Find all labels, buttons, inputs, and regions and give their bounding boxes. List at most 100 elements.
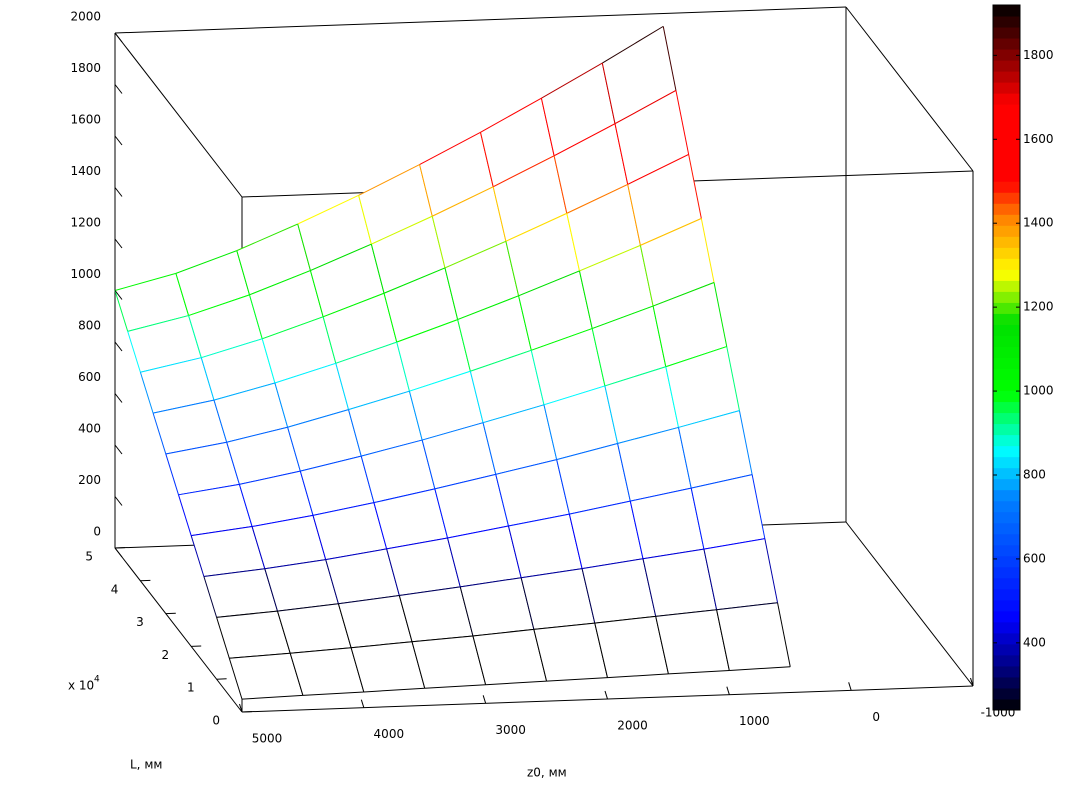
mesh-face — [351, 641, 425, 692]
colorbar-band — [993, 588, 1020, 601]
colorbar-band — [993, 115, 1020, 127]
mesh-edge — [533, 622, 595, 630]
colorbar-band — [993, 610, 1020, 623]
mesh-edge — [541, 62, 603, 99]
mesh-face — [239, 471, 314, 527]
mesh-face — [627, 154, 702, 246]
mesh-edge — [457, 295, 519, 321]
mesh-edge — [668, 669, 730, 675]
mesh-face — [594, 616, 669, 678]
colorbar-tick-label: 1800 — [1023, 48, 1054, 62]
mesh-edge — [203, 568, 265, 578]
mesh-face — [505, 213, 580, 296]
mesh-edge — [492, 186, 507, 242]
colorbar-frame — [992, 4, 1021, 711]
colorbar-band — [993, 236, 1020, 248]
mesh-edge — [264, 559, 326, 570]
mesh-edge — [630, 487, 692, 502]
mesh-edge — [627, 154, 689, 185]
x-tick — [360, 699, 365, 708]
mesh-face — [493, 155, 567, 242]
y-axis-label: L, мм — [130, 758, 162, 772]
mesh-edge — [419, 164, 433, 217]
mesh-edge — [459, 586, 474, 637]
mesh-face — [412, 635, 486, 689]
colorbar-band — [993, 214, 1020, 226]
mesh-edge — [543, 404, 558, 460]
z-tick — [114, 444, 123, 455]
mesh-edge — [200, 357, 215, 401]
mesh-edge — [370, 244, 385, 294]
mesh-face — [325, 548, 400, 604]
mesh-edge — [309, 270, 324, 317]
mesh-edge — [530, 350, 545, 405]
mesh-edge — [777, 602, 791, 667]
mesh-face — [348, 391, 423, 457]
mesh-edge — [201, 338, 263, 359]
mesh-face — [399, 586, 473, 642]
mesh-edge — [363, 687, 425, 693]
colorbar-band — [993, 577, 1020, 590]
mesh-edge — [582, 558, 644, 570]
z-tick — [114, 187, 123, 197]
colorbar-band — [993, 38, 1020, 50]
mesh-edge — [191, 526, 253, 537]
colorbar-band — [993, 335, 1020, 347]
mesh-edge — [396, 319, 458, 343]
x-tick — [970, 677, 974, 687]
mesh-edge — [716, 609, 730, 671]
mesh-edge — [424, 684, 486, 689]
colorbar-tick-label: 600 — [1023, 551, 1046, 565]
mesh-edge — [139, 372, 154, 414]
mesh-edge — [264, 568, 278, 612]
mesh-face — [290, 647, 364, 696]
mesh-face — [495, 459, 570, 527]
mesh-edge — [485, 680, 547, 686]
mesh-edge — [165, 453, 179, 495]
mesh-edge — [665, 346, 727, 368]
mesh-face — [178, 484, 253, 536]
mesh-face — [252, 515, 326, 569]
mesh-face — [264, 559, 339, 612]
mesh-face — [592, 306, 666, 386]
mesh-edge — [703, 538, 765, 550]
z-tick-label: 600 — [78, 370, 101, 384]
colorbar-band — [993, 522, 1020, 535]
mesh-edge — [348, 409, 362, 457]
box-edge — [114, 547, 243, 713]
mesh-edge — [229, 652, 291, 659]
mesh-edge — [675, 90, 690, 155]
mesh-edge — [553, 155, 568, 214]
mesh-face — [582, 558, 656, 624]
mesh-edge — [591, 328, 606, 387]
colorbar-band — [993, 555, 1020, 568]
colorbar-band — [993, 93, 1020, 105]
colorbar-band — [993, 478, 1020, 491]
colorbar-band — [993, 148, 1020, 160]
mesh-edge — [627, 184, 641, 246]
mesh-edge — [472, 635, 487, 685]
mesh-face — [313, 502, 387, 560]
colorbar-band — [993, 291, 1020, 303]
colorbar-band — [993, 71, 1020, 83]
mesh-face — [460, 577, 534, 636]
mesh-face — [287, 409, 362, 472]
colorbar-band — [993, 566, 1020, 579]
mesh-face — [422, 422, 496, 489]
colorbar-band — [993, 423, 1020, 436]
colorbar-band — [993, 192, 1020, 204]
mesh-edge — [652, 305, 667, 367]
mesh-edge — [688, 154, 702, 219]
mesh-face — [678, 410, 753, 489]
colorbar-band — [993, 247, 1020, 259]
colorbar-tick-label: 800 — [1023, 468, 1046, 482]
mesh-edge — [277, 603, 339, 612]
mesh-edge — [261, 338, 276, 384]
mesh-edge — [507, 525, 522, 578]
mesh-edge — [495, 459, 557, 475]
mesh-face — [386, 538, 461, 596]
z-tick-label: 1400 — [70, 164, 101, 178]
colorbar-band — [993, 324, 1020, 336]
colorbar-band — [993, 412, 1020, 425]
